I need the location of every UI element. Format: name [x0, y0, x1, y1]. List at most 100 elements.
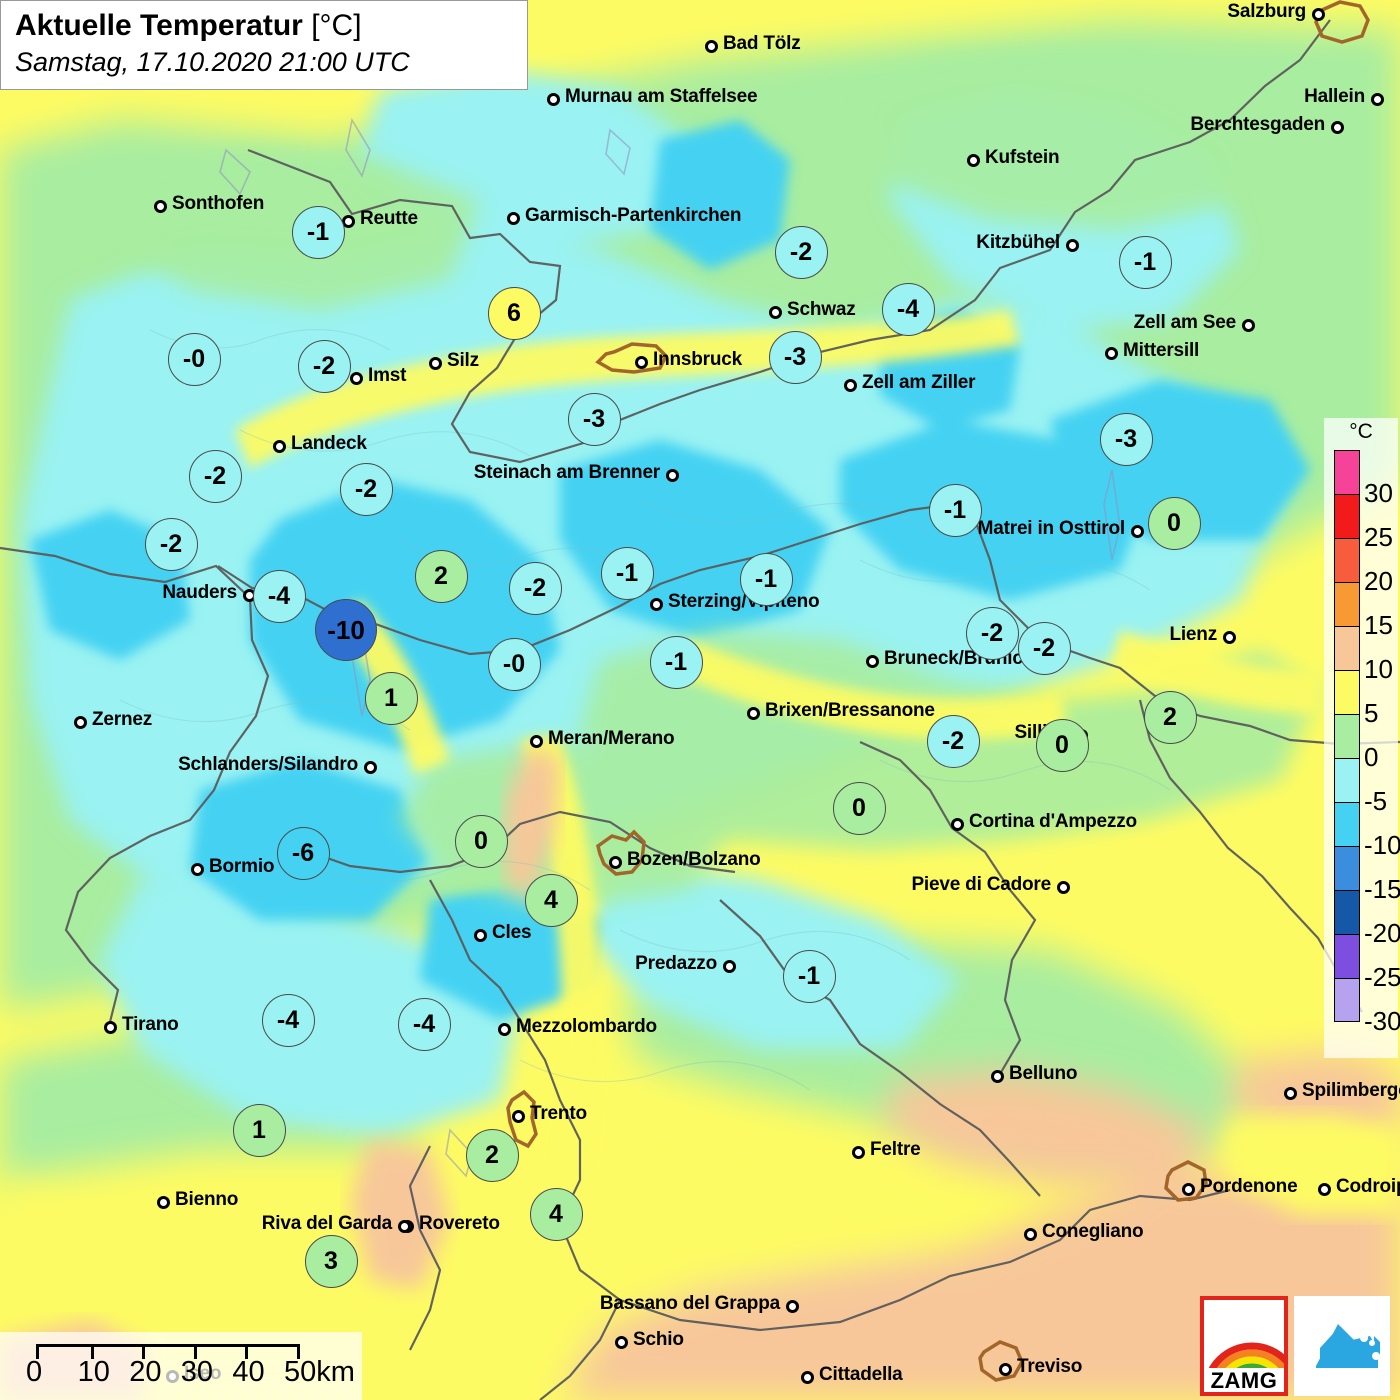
temperature-bubble[interactable]: -1	[782, 949, 836, 1003]
temperature-bubble[interactable]: -6	[276, 826, 330, 880]
scale-bar-rule	[36, 1344, 300, 1359]
temperature-bubble[interactable]: -2	[508, 561, 562, 615]
temperature-bubble[interactable]: -2	[774, 225, 828, 279]
city-dot-icon	[1105, 347, 1118, 360]
city-dot-icon	[747, 707, 760, 720]
temperature-bubble[interactable]: -1	[649, 635, 703, 689]
temperature-bubble[interactable]: 2	[465, 1128, 519, 1182]
city-label: Mezzolombardo	[516, 1016, 657, 1037]
color-legend: °C 30 25 20 15 10 5 0 -5 -10 -15 -20 -25 -30	[1324, 418, 1400, 1058]
city-dot-icon	[157, 1196, 170, 1209]
city-dot-icon	[507, 212, 520, 225]
map-title-box: Aktuelle Temperatur [°C] Samstag, 17.10.…	[0, 0, 528, 90]
temperature-bubble[interactable]: 0	[454, 814, 508, 868]
temperature-bubble[interactable]: -2	[965, 606, 1019, 660]
legend-band	[1334, 802, 1360, 846]
legend-tick-label: 15	[1364, 610, 1393, 640]
temperature-bubble[interactable]: -0	[167, 332, 221, 386]
temperature-bubble[interactable]: 0	[1147, 496, 1201, 550]
temperature-bubble[interactable]: 6	[487, 286, 541, 340]
city-label: Brixen/Bressanone	[765, 700, 935, 721]
temperature-bubble[interactable]: -2	[297, 339, 351, 393]
temperature-bubble[interactable]: -1	[1118, 235, 1172, 289]
temperature-bubble[interactable]: 4	[529, 1187, 583, 1241]
temperature-bubble[interactable]: -3	[567, 392, 621, 446]
city-label: Bad Tölz	[723, 33, 801, 54]
city-label: Tirano	[122, 1014, 179, 1035]
temperature-bubble[interactable]: -1	[291, 205, 345, 259]
legend-tick-label: -25	[1364, 962, 1400, 992]
legend-tick-label: 10	[1364, 654, 1393, 684]
temperature-bubble[interactable]: 1	[364, 671, 418, 725]
city-dot-icon	[991, 1070, 1004, 1083]
city-dot-icon	[74, 716, 87, 729]
city-dot-icon	[615, 1336, 628, 1349]
temperature-bubble[interactable]: -4	[881, 282, 935, 336]
temperature-bubble[interactable]: -10	[315, 599, 377, 661]
legend-band	[1334, 934, 1360, 978]
temperature-bubble[interactable]: -2	[188, 449, 242, 503]
city-dot-icon	[398, 1220, 411, 1233]
city-label: Zernez	[92, 709, 153, 730]
temperature-bubble[interactable]: -0	[487, 637, 541, 691]
legend-tick-label: -5	[1364, 786, 1388, 816]
geosphere-logo[interactable]	[1294, 1296, 1390, 1396]
temperature-bubble[interactable]: 3	[304, 1234, 358, 1288]
city-label: Steinach am Brenner	[473, 462, 660, 483]
legend-band	[1334, 670, 1360, 714]
city-dot-icon	[1024, 1228, 1037, 1241]
legend-tick-label: 20	[1364, 566, 1393, 596]
legend-band	[1334, 758, 1360, 802]
city-dot-icon	[999, 1363, 1012, 1376]
legend-band	[1334, 978, 1360, 1022]
scale-bar: 0 10 20 30 40 50km	[0, 1332, 362, 1400]
legend-tick-label: 25	[1364, 522, 1393, 552]
city-label: Cittadella	[819, 1364, 903, 1385]
city-dot-icon	[273, 440, 286, 453]
city-label: Silz	[447, 350, 479, 371]
city-label: Berchtesgaden	[1190, 114, 1325, 135]
legend-tick-label: 30	[1364, 478, 1393, 508]
temperature-bubble[interactable]: -4	[397, 997, 451, 1051]
city-dot-icon	[951, 818, 964, 831]
legend-tick-label: -10	[1364, 830, 1400, 860]
temperature-bubble[interactable]: -4	[261, 993, 315, 1047]
city-label: Predazzo	[635, 953, 717, 974]
city-dot-icon	[547, 93, 560, 106]
temperature-bubble[interactable]: -1	[739, 552, 793, 606]
legend-band	[1334, 890, 1360, 934]
temperature-bubble[interactable]: 4	[524, 873, 578, 927]
city-label: Meran/Merano	[548, 728, 675, 749]
city-dot-icon	[104, 1021, 117, 1034]
legend-tick-label: -20	[1364, 918, 1400, 948]
city-dot-icon	[1131, 525, 1144, 538]
city-label: Mittersill	[1123, 340, 1200, 361]
zamg-logo[interactable]: ZAMG	[1200, 1296, 1288, 1396]
temperature-bubble[interactable]: -1	[600, 546, 654, 600]
city-dot-icon	[705, 40, 718, 53]
temperature-bubble[interactable]: -2	[1017, 621, 1071, 675]
city-label: Murnau am Staffelsee	[565, 86, 758, 107]
city-dot-icon	[666, 469, 679, 482]
city-label: Cles	[492, 922, 532, 943]
temperature-bubble[interactable]: 0	[832, 781, 886, 835]
city-dot-icon	[844, 379, 857, 392]
temperature-bubble[interactable]: 2	[1143, 690, 1197, 744]
city-label: Belluno	[1009, 1063, 1078, 1084]
city-dot-icon	[512, 1110, 525, 1123]
temperature-bubble[interactable]: 0	[1035, 718, 1089, 772]
temperature-bubble[interactable]: 1	[232, 1103, 286, 1157]
city-dot-icon	[530, 735, 543, 748]
temperature-bubble[interactable]: -3	[1099, 412, 1153, 466]
temperature-bubble[interactable]: -4	[252, 569, 306, 623]
city-label: Spilimbergo	[1302, 1080, 1400, 1101]
city-label: Hallein	[1304, 86, 1365, 107]
temperature-bubble[interactable]: -1	[928, 483, 982, 537]
temperature-bubble[interactable]: -3	[768, 330, 822, 384]
city-dot-icon	[1223, 631, 1236, 644]
temperature-bubble[interactable]: -2	[926, 714, 980, 768]
temperature-bubble[interactable]: -2	[339, 462, 393, 516]
city-dot-icon	[801, 1371, 814, 1384]
temperature-bubble[interactable]: -2	[144, 517, 198, 571]
temperature-bubble[interactable]: 2	[414, 549, 468, 603]
